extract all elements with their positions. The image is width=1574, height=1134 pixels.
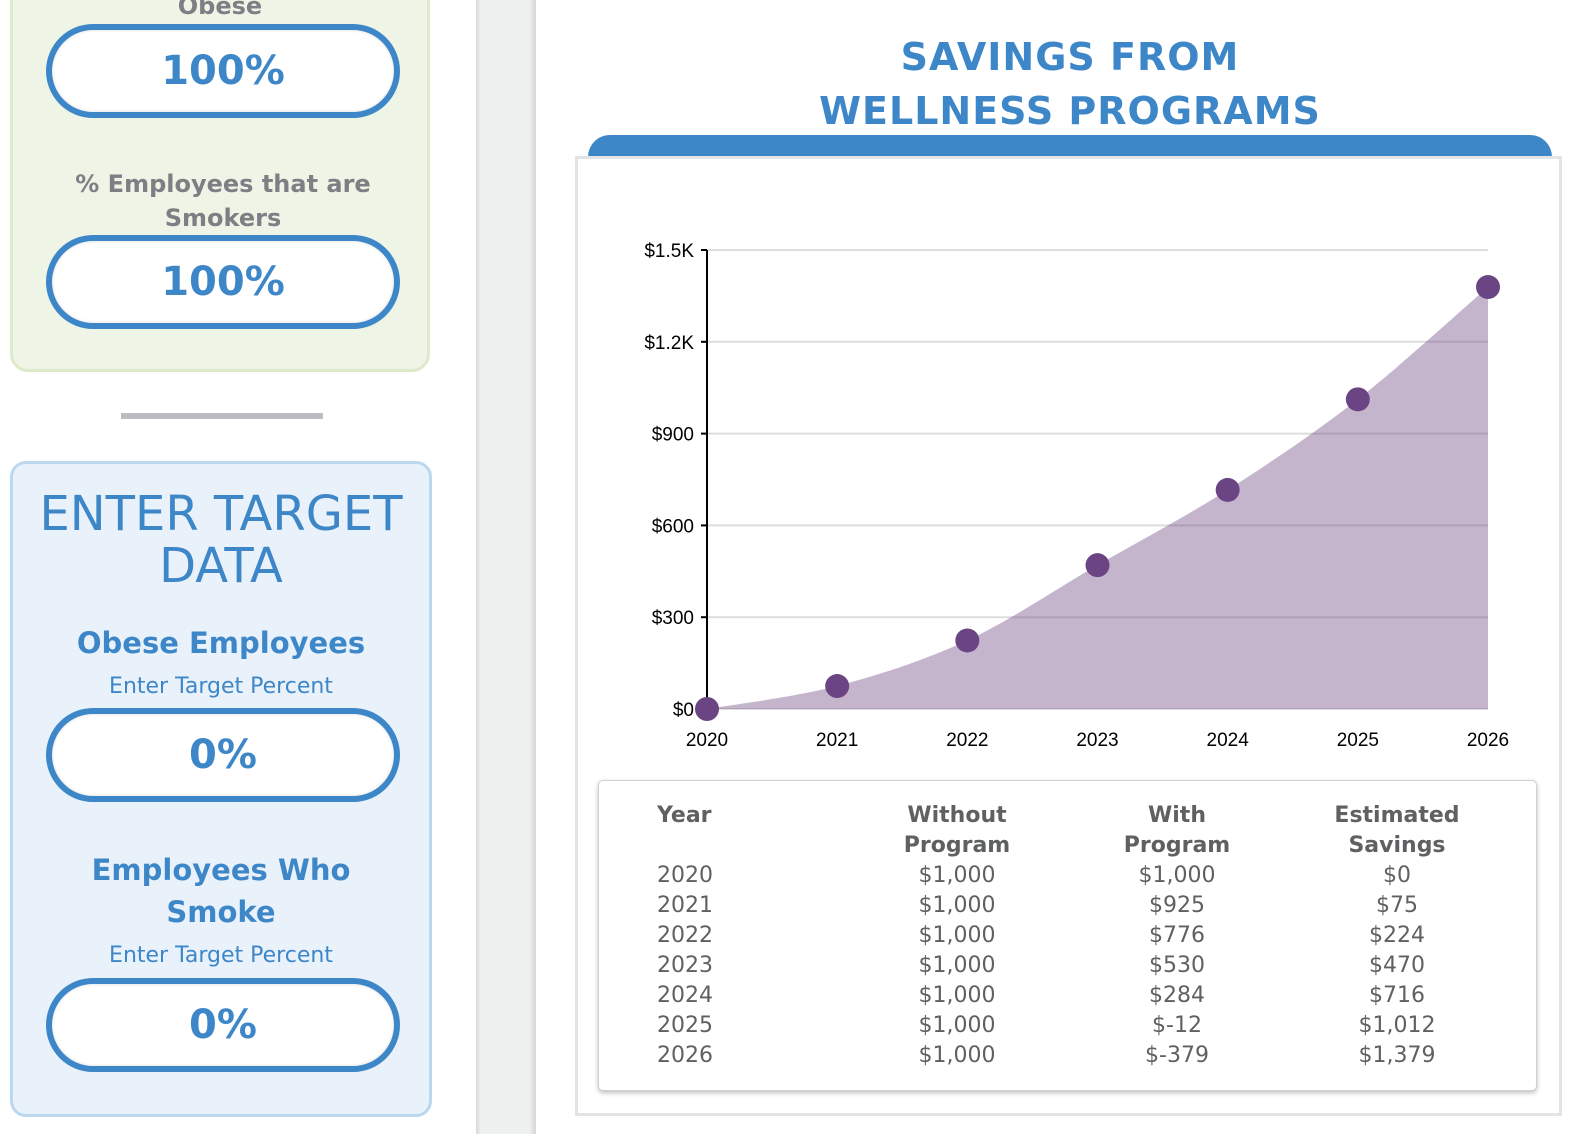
data-point	[825, 674, 850, 699]
data-point	[1345, 387, 1370, 412]
x-tick-label: 2025	[1337, 730, 1379, 751]
left-sidebar: Obese 100% % Employees that are Smokers …	[0, 0, 476, 1134]
target-data-panel: ENTER TARGET DATA Obese Employees Enter …	[10, 461, 432, 1117]
savings-table: Year Without Program With Program Estimate…	[657, 801, 1517, 1071]
target-smokers-input[interactable]: 0%	[46, 978, 400, 1072]
cell-without: $1,000	[918, 983, 996, 1008]
page-title-line1: SAVINGS FROM	[900, 35, 1240, 79]
table-header-row: Year Without Program With Program Estimate…	[657, 801, 1517, 861]
y-tick-label: $0	[673, 700, 694, 721]
current-smokers-input[interactable]: 100%	[46, 235, 400, 329]
data-point	[955, 628, 980, 653]
smokers-label: % Employees that are Smokers	[75, 170, 371, 232]
section-divider	[121, 413, 323, 419]
cell-with: $530	[1149, 953, 1205, 978]
header-estimated-savings: Estimated Savings	[1334, 803, 1460, 858]
table-row: 2021 $1,000 $925 $75	[657, 891, 1517, 921]
cell-year: 2024	[657, 983, 713, 1008]
target-obese-label: Obese Employees	[76, 626, 366, 660]
table-row: 2026 $1,000 $-379 $1,379	[657, 1041, 1517, 1071]
cell-with: $1,000	[1138, 863, 1216, 888]
data-point	[1215, 477, 1240, 502]
cell-without: $1,000	[918, 923, 996, 948]
page-title: SAVINGS FROM WELLNESS PROGRAMS	[588, 30, 1552, 138]
current-obese-input[interactable]: 100%	[46, 24, 400, 118]
target-smokers-hint: Enter Target Percent	[109, 943, 333, 968]
cell-savings: $0	[1383, 863, 1411, 888]
obese-label: Obese	[177, 0, 263, 20]
cell-without: $1,000	[918, 1043, 996, 1068]
x-tick-labels: 2020 2021 2022 2023 2024 2025 2026	[686, 730, 1509, 751]
table-row: 2020 $1,000 $1,000 $0	[657, 861, 1517, 891]
target-data-title: ENTER TARGET DATA	[39, 486, 403, 594]
table-row: 2024 $1,000 $284 $716	[657, 981, 1517, 1011]
header-year: Year	[657, 803, 712, 828]
data-points	[695, 275, 1500, 721]
data-point	[1476, 275, 1500, 300]
area-layer	[707, 287, 1488, 709]
y-tick-label: $1.2K	[644, 333, 694, 354]
axes	[701, 249, 708, 710]
grid-lines	[707, 249, 1488, 710]
cell-savings: $1,379	[1358, 1043, 1436, 1068]
cell-without: $1,000	[918, 1013, 996, 1038]
cell-without: $1,000	[918, 953, 996, 978]
cell-savings: $224	[1369, 923, 1425, 948]
cell-year: 2025	[657, 1013, 713, 1038]
target-smokers-label: Employees Who Smoke	[91, 853, 351, 929]
savings-area	[707, 287, 1488, 709]
savings-table-card: Year Without Program With Program Estimate…	[598, 780, 1537, 1091]
cell-without: $1,000	[918, 863, 996, 888]
cell-with: $-12	[1152, 1013, 1202, 1038]
x-tick-label: 2023	[1076, 730, 1118, 751]
y-tick-label: $300	[652, 608, 694, 629]
cell-savings: $470	[1369, 953, 1425, 978]
cell-with: $-379	[1145, 1043, 1209, 1068]
header-without-program: Without Program	[903, 803, 1011, 858]
cell-savings: $1,012	[1358, 1013, 1436, 1038]
page-title-line2: WELLNESS PROGRAMS	[819, 89, 1321, 133]
table-row: 2023 $1,000 $530 $470	[657, 951, 1517, 981]
x-tick-label: 2022	[946, 730, 988, 751]
table-row: 2025 $1,000 $-12 $1,012	[657, 1011, 1517, 1041]
cell-with: $925	[1149, 893, 1205, 918]
cell-year: 2021	[657, 893, 713, 918]
y-tick-label: $1.5K	[644, 241, 694, 262]
target-obese-hint: Enter Target Percent	[109, 674, 333, 699]
x-tick-label: 2021	[816, 730, 858, 751]
cell-with: $776	[1149, 923, 1205, 948]
x-tick-label: 2026	[1467, 730, 1509, 751]
cell-year: 2022	[657, 923, 713, 948]
cell-without: $1,000	[918, 893, 996, 918]
cell-with: $284	[1149, 983, 1205, 1008]
data-point	[695, 697, 719, 721]
cell-year: 2026	[657, 1043, 713, 1068]
target-obese-input[interactable]: 0%	[46, 708, 400, 802]
current-data-panel: Obese 100% % Employees that are Smokers …	[10, 0, 430, 372]
data-point	[1085, 553, 1110, 578]
y-tick-label: $600	[652, 516, 694, 537]
cell-savings: $75	[1376, 893, 1418, 918]
cell-year: 2023	[657, 953, 713, 978]
x-tick-label: 2020	[686, 730, 728, 751]
y-tick-label: $900	[652, 425, 694, 446]
column-separator	[476, 0, 536, 1134]
savings-chart: $0$300$600$900$1.2K$1.5K 2020 2021 2022 202…	[644, 241, 1509, 751]
y-tick-labels: $0 $300 $600 $900 $1.2K $1.5K	[644, 241, 694, 721]
chart-card: $0 $300 $600 $900 $1.2K $1.5K 2020 2021 2022 202…	[575, 156, 1562, 1116]
cell-year: 2020	[657, 863, 713, 888]
header-with-program: With Program	[1123, 803, 1231, 858]
x-tick-label: 2024	[1207, 730, 1250, 751]
table-row: 2022 $1,000 $776 $224	[657, 921, 1517, 951]
cell-savings: $716	[1369, 983, 1425, 1008]
